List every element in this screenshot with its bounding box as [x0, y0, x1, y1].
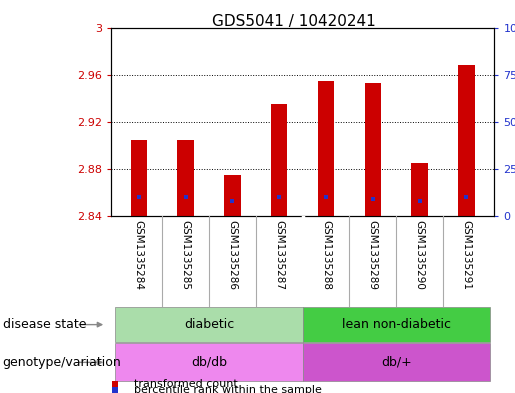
Text: transformed count: transformed count	[134, 379, 237, 389]
Bar	[303, 307, 490, 342]
Bar	[458, 65, 474, 216]
Text: GDS5041 / 10420241: GDS5041 / 10420241	[212, 14, 375, 29]
Bar	[115, 307, 303, 342]
Bar	[411, 163, 428, 216]
Bar	[177, 140, 194, 216]
Text: genotype/variation: genotype/variation	[3, 356, 122, 369]
Bar	[115, 343, 303, 381]
Text: disease state: disease state	[3, 318, 86, 331]
Text: db/+: db/+	[381, 356, 411, 369]
Text: GSM1335285: GSM1335285	[181, 220, 191, 290]
Bar	[271, 104, 287, 216]
Text: GSM1335291: GSM1335291	[461, 220, 471, 290]
Text: GSM1335287: GSM1335287	[274, 220, 284, 290]
Text: lean non-diabetic: lean non-diabetic	[341, 318, 451, 331]
Text: GSM1335289: GSM1335289	[368, 220, 377, 290]
Bar	[303, 343, 490, 381]
Text: percentile rank within the sample: percentile rank within the sample	[134, 385, 322, 393]
Text: db/db: db/db	[191, 356, 227, 369]
Text: GSM1335288: GSM1335288	[321, 220, 331, 290]
Bar	[365, 83, 381, 216]
Bar	[131, 140, 147, 216]
Bar	[224, 175, 241, 216]
Text: GSM1335290: GSM1335290	[415, 220, 424, 290]
Text: GSM1335284: GSM1335284	[134, 220, 144, 290]
Bar	[318, 81, 334, 216]
Text: GSM1335286: GSM1335286	[228, 220, 237, 290]
Text: diabetic: diabetic	[184, 318, 234, 331]
